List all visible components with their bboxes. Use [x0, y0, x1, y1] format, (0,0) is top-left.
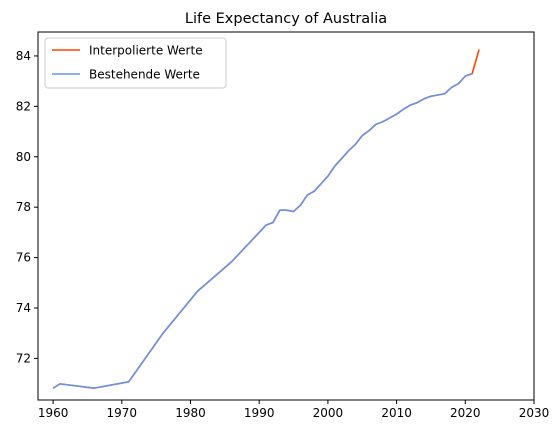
chart-title: Life Expectancy of Australia	[185, 11, 387, 27]
y-tick-label: 74	[16, 301, 31, 315]
series-layer	[52, 49, 480, 389]
x-tick-label: 1970	[107, 406, 138, 420]
legend-label-interpolated: Interpolierte Werte	[89, 44, 203, 58]
y-tick-label: 72	[16, 351, 31, 365]
x-tick-label: 1980	[175, 406, 206, 420]
x-tick-label: 2030	[519, 406, 550, 420]
legend-label-existing: Bestehende Werte	[89, 68, 200, 82]
x-tick-label: 1990	[244, 406, 275, 420]
y-tick-label: 84	[16, 49, 31, 63]
y-tick-label: 80	[16, 150, 31, 164]
y-tick-label: 78	[16, 200, 31, 214]
x-tick-label: 1960	[38, 406, 69, 420]
y-axis: 72 74 76 78 80 82 84	[16, 49, 38, 365]
x-tick-label: 2020	[450, 406, 481, 420]
legend-box	[44, 37, 227, 89]
series-line-existing	[52, 72, 473, 389]
y-tick-label: 76	[16, 251, 31, 265]
x-axis: 1960 1970 1980 1990 2000 2010 2020 2030	[38, 400, 549, 420]
y-tick-label: 82	[16, 99, 31, 113]
legend: Interpolierte Werte Bestehende Werte	[44, 37, 227, 89]
x-tick-label: 2000	[313, 406, 344, 420]
plot-area	[37, 31, 535, 401]
x-tick-label: 2010	[381, 406, 412, 420]
